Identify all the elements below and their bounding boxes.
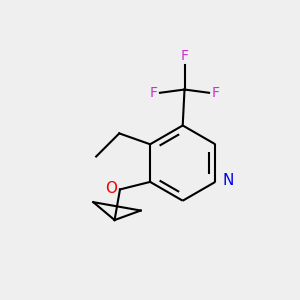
Text: F: F [181, 49, 188, 63]
Text: N: N [223, 173, 234, 188]
Text: F: F [149, 86, 158, 100]
Text: O: O [105, 181, 117, 196]
Text: F: F [212, 86, 220, 100]
